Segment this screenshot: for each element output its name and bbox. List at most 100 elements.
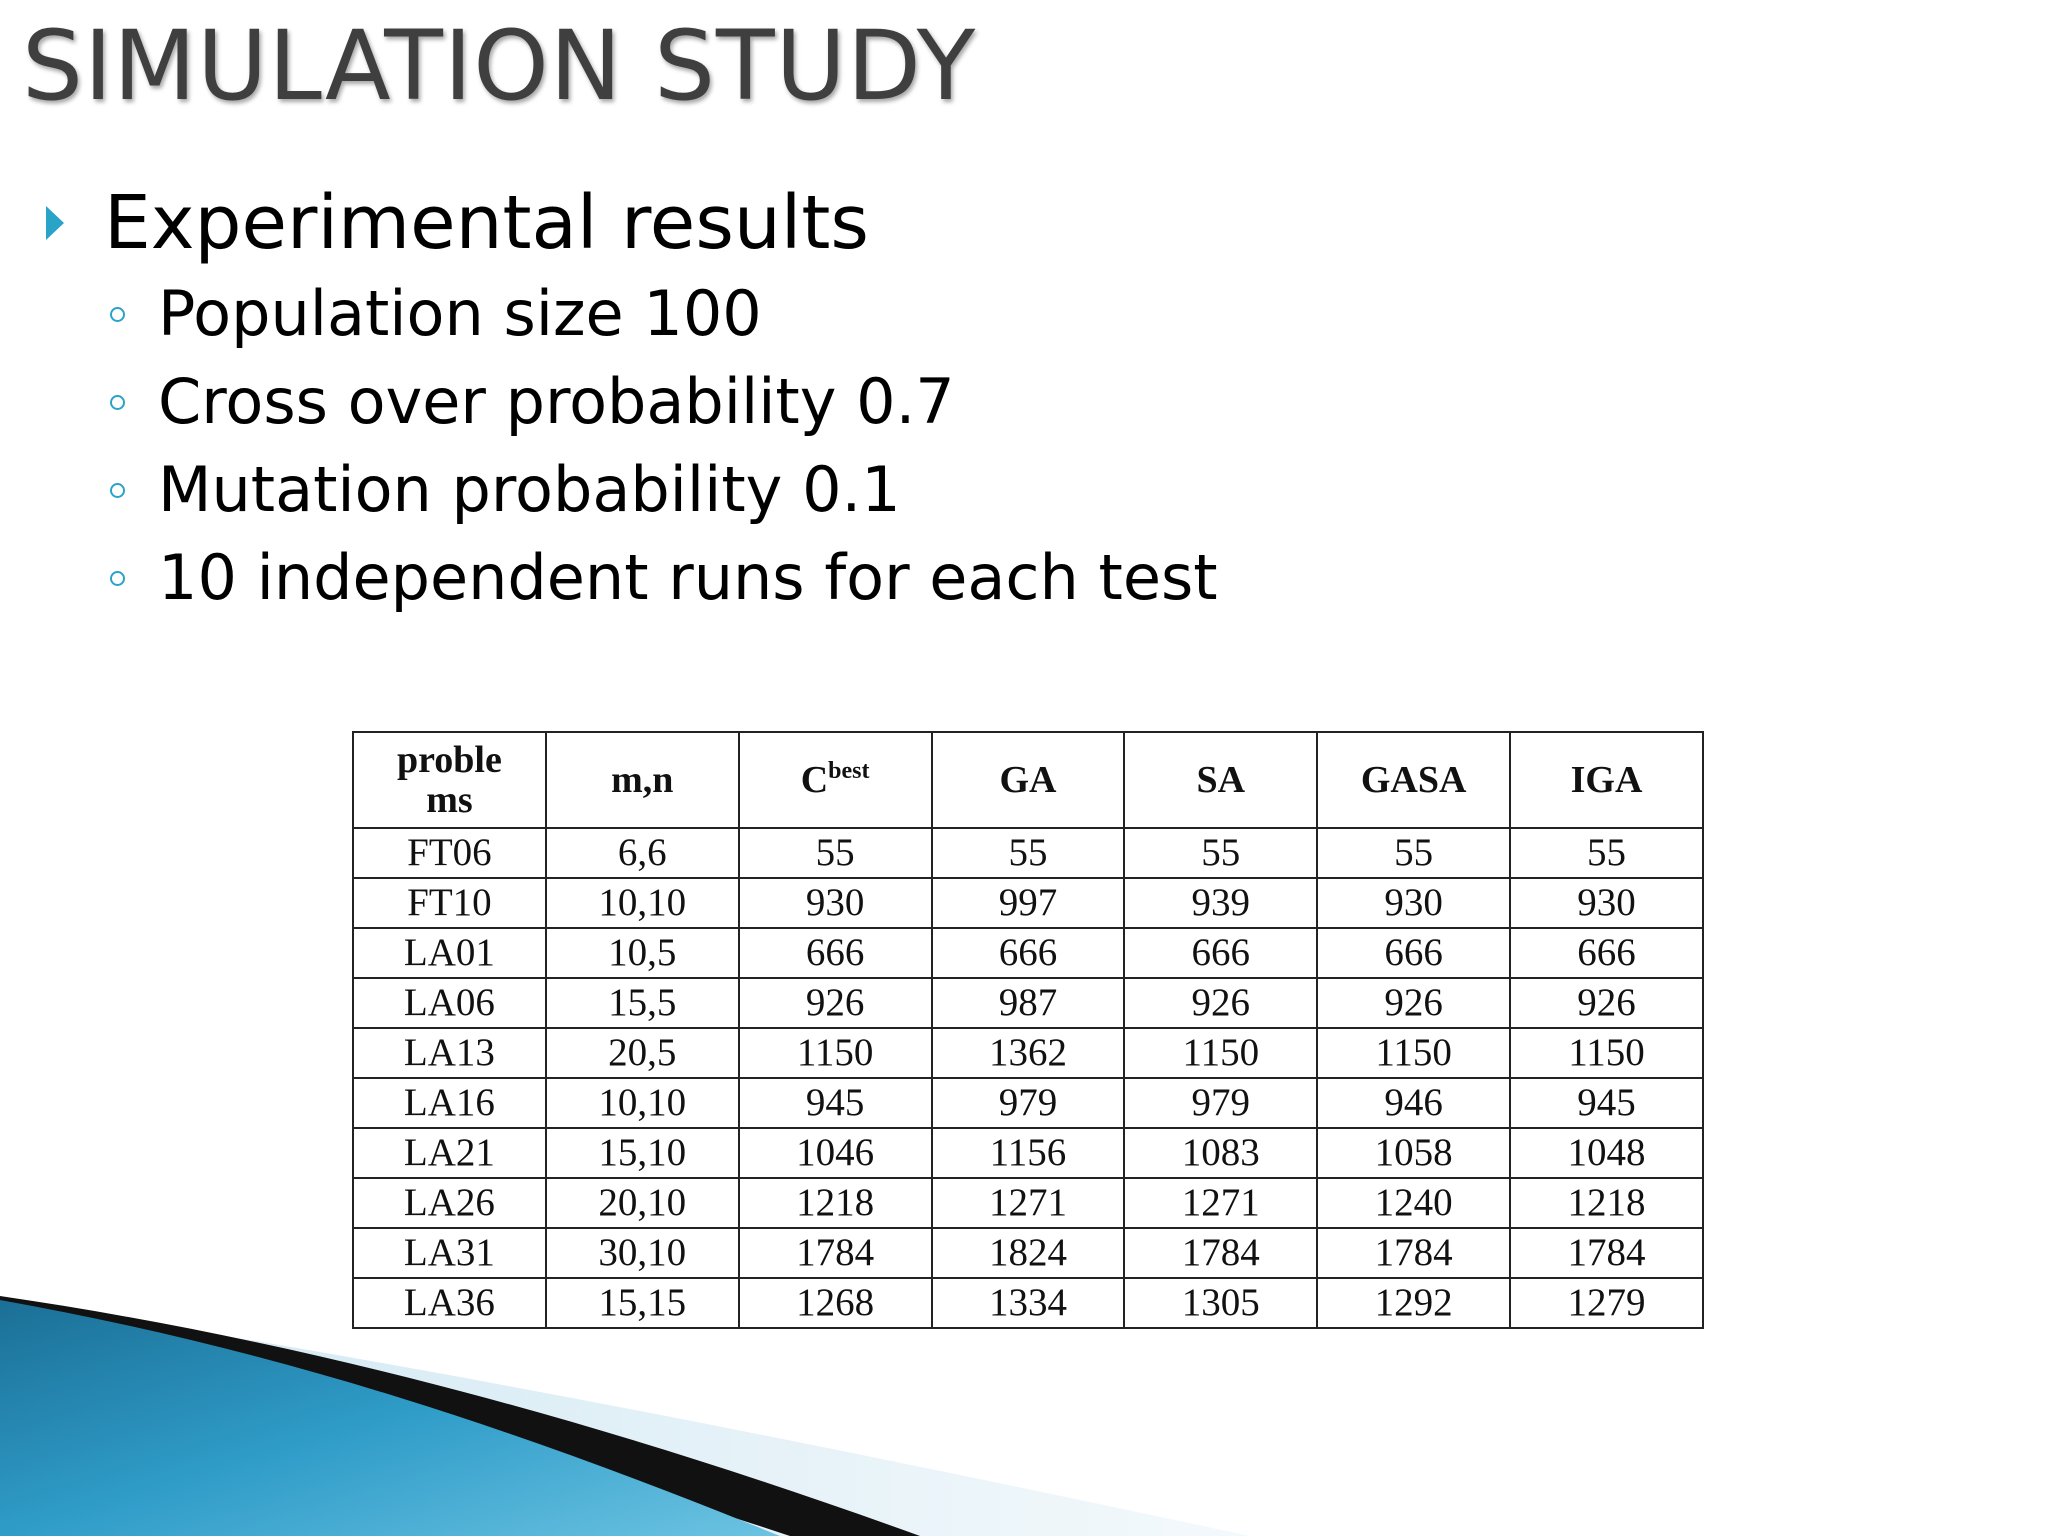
header-iga: IGA [1509, 731, 1704, 829]
cell-problem: LA06 [352, 977, 547, 1029]
cell-cbest: 1046 [737, 1127, 933, 1179]
cell-ga: 1362 [930, 1027, 1126, 1079]
cell-iga: 666 [1509, 927, 1704, 979]
wave-blue-band [0, 1300, 780, 1536]
cell-ga: 979 [930, 1077, 1126, 1129]
table-row: LA31 30,10 1784 1824 1784 1784 1784 [352, 1227, 1704, 1279]
sub-bullet: Mutation probability 0.1 [110, 446, 1218, 534]
cell-iga: 930 [1509, 877, 1704, 929]
hollow-circle-icon [110, 394, 125, 410]
cell-sa: 939 [1123, 877, 1319, 929]
table-row: LA06 15,5 926 987 926 926 926 [352, 977, 1704, 1029]
cell-iga: 945 [1509, 1077, 1704, 1129]
cell-gasa: 1240 [1316, 1177, 1512, 1229]
sub-bullet-text: Population size 100 [158, 277, 762, 350]
header-cbest: Cbest [737, 731, 933, 829]
cell-mn: 10,10 [544, 1077, 740, 1129]
cell-mn: 20,5 [544, 1027, 740, 1079]
cell-problem: LA21 [352, 1127, 547, 1179]
cell-mn: 15,5 [544, 977, 740, 1029]
table-row: LA01 10,5 666 666 666 666 666 [352, 927, 1704, 979]
cell-sa: 55 [1123, 827, 1319, 879]
cell-iga: 1784 [1509, 1227, 1704, 1279]
cell-sa: 979 [1123, 1077, 1319, 1129]
cell-ga: 1271 [930, 1177, 1126, 1229]
slide-title: SIMULATION STUDY [22, 10, 977, 122]
header-ga: GA [930, 731, 1126, 829]
cell-cbest: 1784 [737, 1227, 933, 1279]
cell-iga: 1048 [1509, 1127, 1704, 1179]
hollow-circle-icon [110, 306, 125, 322]
table-row: LA13 20,5 1150 1362 1150 1150 1150 [352, 1027, 1704, 1079]
cell-sa: 1305 [1123, 1277, 1319, 1329]
table-row: LA16 10,10 945 979 979 946 945 [352, 1077, 1704, 1129]
cell-gasa: 55 [1316, 827, 1512, 879]
header-c-text: C [800, 759, 829, 801]
hollow-circle-icon [110, 570, 125, 586]
cell-problem: LA13 [352, 1027, 547, 1079]
cell-sa: 1150 [1123, 1027, 1319, 1079]
cell-ga: 1334 [930, 1277, 1126, 1329]
cell-problem: FT10 [352, 877, 547, 929]
cell-gasa: 930 [1316, 877, 1512, 929]
cell-cbest: 930 [737, 877, 933, 929]
cell-gasa: 926 [1316, 977, 1512, 1029]
cell-mn: 10,5 [544, 927, 740, 979]
table-row: FT10 10,10 930 997 939 930 930 [352, 877, 1704, 929]
cell-problem: LA26 [352, 1177, 547, 1229]
cell-gasa: 1784 [1316, 1227, 1512, 1279]
cell-cbest: 666 [737, 927, 933, 979]
results-table: proble ms m,n Cbest GA SA GASA IGA FT06 6,… [352, 731, 1704, 1329]
sub-bullet: Population size 100 [110, 270, 1218, 358]
cell-ga: 55 [930, 827, 1126, 879]
header-gasa: GASA [1316, 731, 1512, 829]
cell-gasa: 946 [1316, 1077, 1512, 1129]
cell-iga: 1279 [1509, 1277, 1704, 1329]
cell-sa: 1784 [1123, 1227, 1319, 1279]
cell-cbest: 1268 [737, 1277, 933, 1329]
cell-gasa: 666 [1316, 927, 1512, 979]
cell-problem: LA16 [352, 1077, 547, 1129]
cell-iga: 1150 [1509, 1027, 1704, 1079]
cell-gasa: 1292 [1316, 1277, 1512, 1329]
table-body: FT06 6,6 55 55 55 55 55 FT10 10,10 930 997 939 930 93… [352, 827, 1704, 1329]
table-header-row: proble ms m,n Cbest GA SA GASA IGA [352, 731, 1704, 829]
sub-bullet-text: Cross over probability 0.7 [158, 365, 955, 438]
table-row: FT06 6,6 55 55 55 55 55 [352, 827, 1704, 879]
main-bullet: Experimental results [46, 178, 869, 268]
cell-mn: 30,10 [544, 1227, 740, 1279]
wave-dark-band [0, 1296, 920, 1536]
sub-bullet-text: Mutation probability 0.1 [158, 453, 901, 526]
cell-sa: 926 [1123, 977, 1319, 1029]
wave-pale-band [0, 1300, 1250, 1536]
hollow-circle-icon [110, 482, 125, 498]
cell-ga: 997 [930, 877, 1126, 929]
cell-gasa: 1058 [1316, 1127, 1512, 1179]
cell-sa: 666 [1123, 927, 1319, 979]
cell-iga: 55 [1509, 827, 1704, 879]
cell-mn: 15,15 [544, 1277, 740, 1329]
sub-bullet-list: Population size 100 Cross over probabili… [110, 270, 1218, 622]
cell-ga: 987 [930, 977, 1126, 1029]
cell-cbest: 945 [737, 1077, 933, 1129]
table-row: LA36 15,15 1268 1334 1305 1292 1279 [352, 1277, 1704, 1329]
triangle-arrow-icon [46, 206, 64, 240]
cell-mn: 15,10 [544, 1127, 740, 1179]
cell-sa: 1271 [1123, 1177, 1319, 1229]
cell-cbest: 1150 [737, 1027, 933, 1079]
header-problems: proble ms [352, 731, 547, 829]
cell-ga: 1156 [930, 1127, 1126, 1179]
cell-ga: 1824 [930, 1227, 1126, 1279]
cell-problem: LA31 [352, 1227, 547, 1279]
cell-gasa: 1150 [1316, 1027, 1512, 1079]
cell-cbest: 926 [737, 977, 933, 1029]
header-c-superscript: best [828, 758, 870, 784]
sub-bullet: 10 independent runs for each test [110, 534, 1218, 622]
cell-mn: 6,6 [544, 827, 740, 879]
cell-iga: 1218 [1509, 1177, 1704, 1229]
cell-cbest: 1218 [737, 1177, 933, 1229]
main-bullet-text: Experimental results [104, 180, 869, 266]
cell-problem: LA01 [352, 927, 547, 979]
sub-bullet: Cross over probability 0.7 [110, 358, 1218, 446]
